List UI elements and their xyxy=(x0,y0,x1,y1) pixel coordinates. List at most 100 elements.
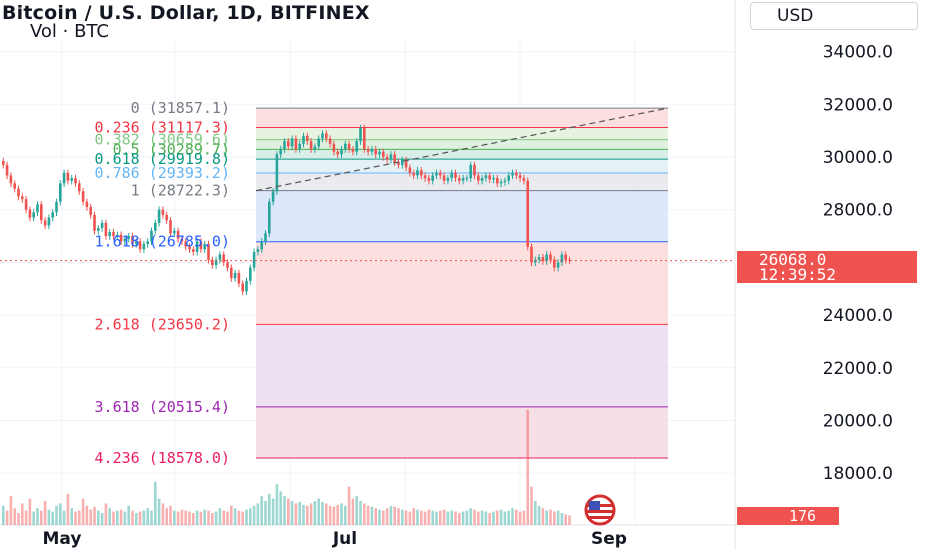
volume-bar xyxy=(454,511,457,525)
candle-body xyxy=(93,214,96,231)
volume-bar xyxy=(309,503,313,525)
volume-bar xyxy=(230,505,233,525)
candle-body xyxy=(309,141,313,150)
volume-bar xyxy=(321,501,324,525)
candle-body xyxy=(480,178,484,181)
volume-bar xyxy=(180,509,184,525)
candle-body xyxy=(249,267,252,281)
price-axis-label: 34000.0 xyxy=(823,43,893,63)
candle-body xyxy=(503,180,507,183)
volume-bar xyxy=(382,510,385,525)
volume-indicator-label[interactable]: Vol · BTC xyxy=(30,21,109,42)
candle-body xyxy=(423,175,427,179)
volume-bar xyxy=(556,510,560,525)
volume-bar xyxy=(499,509,503,525)
candle-body xyxy=(435,172,438,176)
volume-bar xyxy=(287,498,290,525)
candle-body xyxy=(89,207,92,215)
candle-body xyxy=(302,135,305,144)
fib-zone xyxy=(256,139,668,150)
candle-body xyxy=(473,164,476,176)
candle-body xyxy=(154,222,157,231)
fib-level-label: 2.618 (23650.2) xyxy=(95,315,230,333)
volume-bar xyxy=(496,510,499,525)
candle-body xyxy=(492,178,495,180)
volume-bar xyxy=(268,493,271,525)
volume-bar xyxy=(173,510,176,525)
volume-bar xyxy=(461,511,465,525)
volume-bar xyxy=(397,508,400,525)
candle-body xyxy=(173,230,176,234)
volume-bar xyxy=(97,510,100,525)
volume-bar xyxy=(70,508,73,525)
volume-bar xyxy=(123,511,127,525)
fib-level-label: 0.382 (30659.6) xyxy=(95,131,230,149)
candle-body xyxy=(222,254,225,263)
candle-body xyxy=(420,170,423,176)
volume-bar xyxy=(169,505,172,525)
candle-body xyxy=(287,141,290,147)
candle-body xyxy=(556,262,560,268)
fib-zone xyxy=(256,149,668,160)
candle-body xyxy=(294,138,298,150)
candle-body xyxy=(241,283,244,292)
volume-bar xyxy=(36,508,39,525)
fib-zones xyxy=(0,0,736,550)
volume-bar xyxy=(218,508,222,525)
candle-body xyxy=(245,280,248,292)
candle-body xyxy=(226,262,229,268)
volume-bar xyxy=(62,510,66,525)
candle-body xyxy=(412,172,415,176)
price-axis-label: 30000.0 xyxy=(823,148,893,168)
fib-zone xyxy=(256,172,668,191)
price-axis-label: 28000.0 xyxy=(823,201,893,221)
volume-bar xyxy=(135,513,138,525)
volume-bar xyxy=(507,510,510,525)
fib-zone xyxy=(256,324,668,407)
candle-body xyxy=(549,254,552,260)
candle-body xyxy=(370,149,374,152)
candle-body xyxy=(389,154,393,160)
flag-icon[interactable] xyxy=(584,494,616,526)
volume-bar xyxy=(222,510,225,525)
candle-body xyxy=(74,178,77,184)
volume-bar xyxy=(256,503,260,525)
candle-body xyxy=(252,251,256,268)
candle-body xyxy=(2,160,5,165)
volume-bar xyxy=(313,501,317,525)
volume-bar xyxy=(385,508,389,525)
candle-body xyxy=(13,183,16,189)
currency-button[interactable]: USD xyxy=(750,2,918,30)
volume-bar xyxy=(203,509,206,525)
candle-body xyxy=(564,254,567,260)
candle-body xyxy=(321,133,324,139)
volume-tag: 176 xyxy=(737,507,839,525)
candle-body xyxy=(469,164,472,179)
last-price-tag: 26068.0 12:39:52 xyxy=(737,251,917,283)
candle-body xyxy=(66,172,70,181)
volume-bar xyxy=(47,509,51,525)
candle-body xyxy=(165,214,168,221)
volume-bar xyxy=(503,511,507,525)
candle-body xyxy=(522,178,526,181)
candle-body xyxy=(541,257,545,262)
candle-body xyxy=(382,151,385,157)
candle-body xyxy=(9,175,13,184)
candle-body xyxy=(233,272,237,279)
candle-body xyxy=(157,209,161,223)
candle-body xyxy=(161,209,165,215)
candle-body xyxy=(427,178,431,181)
volume-bar xyxy=(564,514,567,525)
fib-level-label: 0 (31857.1) xyxy=(131,99,230,117)
volume-bar xyxy=(55,505,58,525)
volume-bar xyxy=(351,498,355,525)
volume-bar xyxy=(108,508,111,525)
countdown-timer: 12:39:52 xyxy=(759,265,837,284)
candle-body xyxy=(47,217,51,226)
candle-body xyxy=(192,249,195,252)
candle-body xyxy=(85,201,89,208)
volume-bar xyxy=(81,498,85,525)
candle-body xyxy=(306,135,309,142)
candle-body xyxy=(51,212,54,218)
